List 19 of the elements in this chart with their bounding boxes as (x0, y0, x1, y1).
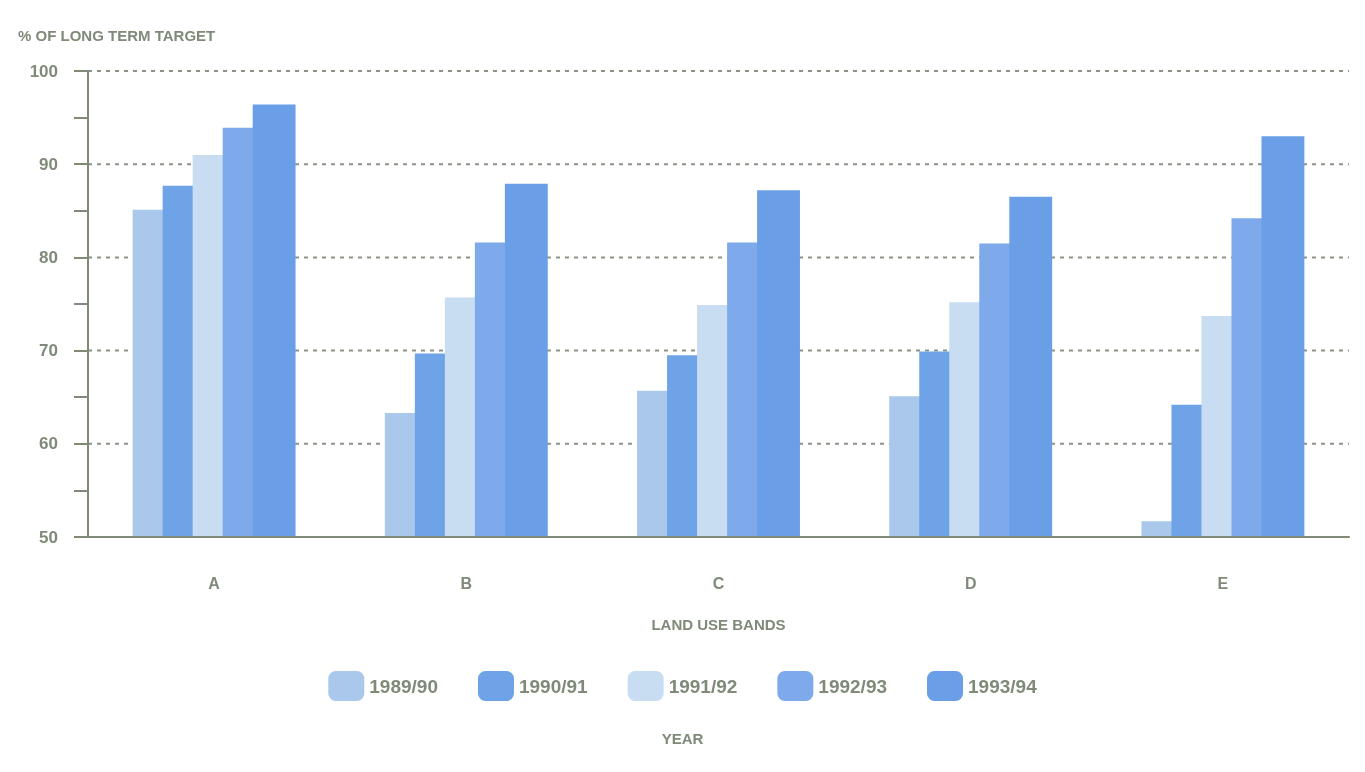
legend-label: 1990/91 (518, 675, 589, 697)
y-tick-label: 70 (39, 341, 58, 361)
legend-title: YEAR (661, 730, 704, 747)
legend-label: 1993/94 (968, 675, 1038, 697)
x-tick-label: B (460, 574, 473, 592)
y-tick-label: 90 (39, 154, 58, 174)
x-tick-label: C (712, 574, 725, 592)
x-tick-label: E (1217, 574, 1229, 592)
legend-label: 1991/92 (668, 675, 738, 697)
y-tick-label: 50 (39, 527, 58, 547)
x-tick-label: D (964, 574, 977, 592)
x-axis-title: LAND USE BANDS (651, 616, 786, 633)
y-tick-label: 60 (39, 434, 58, 454)
legend-label: 1989/90 (369, 675, 438, 697)
legend-label: 1992/93 (818, 675, 888, 697)
y-tick-label: 80 (39, 247, 58, 267)
y-axis-title: % OF LONG TERM TARGET (18, 27, 216, 44)
y-tick-label: 100 (29, 61, 58, 81)
x-tick-label: A (208, 574, 221, 592)
